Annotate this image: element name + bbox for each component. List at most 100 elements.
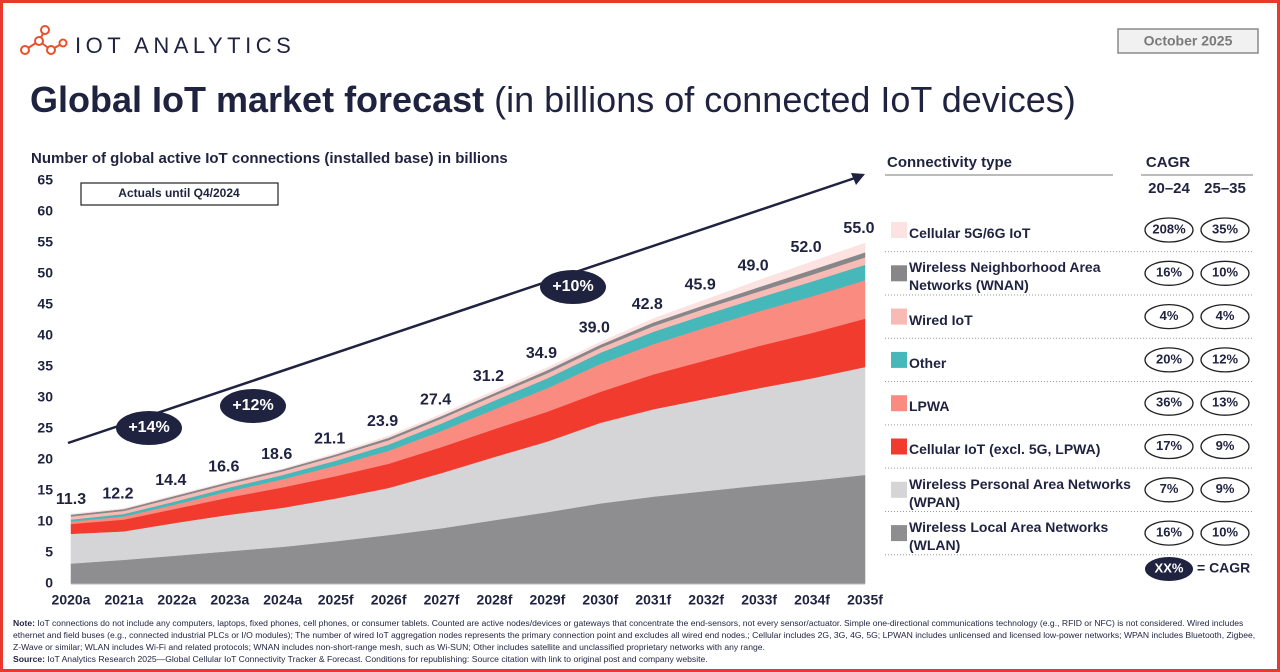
growth-label: +12% xyxy=(232,397,273,414)
cagr-pill xyxy=(1144,217,1194,243)
cagr-pill xyxy=(1144,520,1194,546)
x-tick-label: 2026f xyxy=(371,592,407,608)
x-tick-label: 2032f xyxy=(688,592,724,608)
cagr-value: 4% xyxy=(1216,308,1235,323)
cagr-value: 35% xyxy=(1212,221,1238,236)
total-label: 55.0 xyxy=(843,220,874,237)
footer: Note: IoT connections do not include any… xyxy=(13,617,1258,665)
x-tick-label: 2022a xyxy=(157,592,196,608)
cagr-value: 16% xyxy=(1156,265,1182,280)
y-tick-label: 65 xyxy=(37,172,53,188)
cagr-value: 9% xyxy=(1216,481,1235,496)
cagr-period: 20–24 xyxy=(1148,180,1190,197)
growth-badge xyxy=(116,411,182,445)
legend-swatch xyxy=(891,222,907,238)
cagr-pill xyxy=(1200,433,1250,460)
x-tick-label: 2023a xyxy=(210,592,249,608)
source-label: Source: xyxy=(13,654,45,664)
growth-badge xyxy=(540,270,606,304)
title-suffix: (in billions of connected IoT devices) xyxy=(494,79,1076,120)
legend-swatch xyxy=(891,438,907,455)
y-tick-label: 50 xyxy=(37,265,53,281)
total-label: 34.9 xyxy=(526,345,557,362)
total-label: 23.9 xyxy=(367,413,398,430)
growth-badge xyxy=(220,389,286,423)
cagr-period: 25–35 xyxy=(1204,180,1246,197)
date-box xyxy=(1117,28,1259,54)
cagr-pill xyxy=(1200,217,1250,243)
cagr-value: 17% xyxy=(1156,438,1182,453)
y-tick-label: 40 xyxy=(37,327,53,343)
x-tick-label: 2028f xyxy=(477,592,513,608)
y-tick-label: 35 xyxy=(37,358,53,374)
cagr-pill xyxy=(1200,260,1250,286)
x-tick-label: 2021a xyxy=(104,592,143,608)
note-label: Note: xyxy=(13,618,35,628)
note-text: IoT connections do not include any compu… xyxy=(13,618,1256,652)
legend-swatch xyxy=(891,525,907,542)
total-label: 18.6 xyxy=(261,446,292,463)
total-label: 45.9 xyxy=(685,277,716,294)
date: October 2025 xyxy=(1144,33,1233,49)
title: Global IoT market forecast (in billions … xyxy=(30,79,1076,121)
y-tick-label: 10 xyxy=(37,513,53,529)
cagr-pill xyxy=(1200,477,1250,503)
legend-label: Other xyxy=(909,354,947,371)
key-pill xyxy=(1145,557,1193,581)
y-tick-label: 25 xyxy=(37,420,53,436)
cagr-value: 10% xyxy=(1212,265,1238,280)
total-label: 21.1 xyxy=(314,430,345,447)
growth-label: +14% xyxy=(128,419,169,436)
legend-label: LPWA xyxy=(909,398,950,415)
y-tick-label: 55 xyxy=(37,234,53,250)
cagr-pill xyxy=(1200,390,1250,416)
cagr-title: CAGR xyxy=(1146,154,1190,171)
cagr-pill xyxy=(1144,260,1194,286)
x-tick-label: 2033f xyxy=(741,592,777,608)
y-tick-label: 60 xyxy=(37,203,53,219)
legend-swatch xyxy=(891,351,907,368)
x-tick-label: 2025f xyxy=(318,592,354,608)
logo-icon xyxy=(20,25,68,55)
total-label: 31.2 xyxy=(473,368,504,385)
total-label: 39.0 xyxy=(579,319,610,336)
cagr-pill xyxy=(1144,303,1194,330)
x-tick-label: 2034f xyxy=(794,592,830,608)
cagr-pill xyxy=(1200,347,1250,373)
cagr-pill xyxy=(1144,390,1194,416)
legend-label: Wireless Personal Area Networks (WPAN) xyxy=(909,475,1131,510)
key-text: = CAGR xyxy=(1197,560,1250,576)
x-tick-label: 2035f xyxy=(847,592,883,608)
cagr-value: 208% xyxy=(1152,221,1186,236)
cagr-pill xyxy=(1144,433,1194,460)
cagr-value: 13% xyxy=(1212,395,1238,410)
cagr-value: 4% xyxy=(1160,308,1179,323)
source: Source: IoT Analytics Research 2025—Glob… xyxy=(13,653,1258,665)
total-label: 11.3 xyxy=(56,491,86,508)
area xyxy=(70,242,866,515)
total-label: 42.8 xyxy=(632,296,663,313)
cagr-value: 10% xyxy=(1212,525,1238,540)
logo-text: IOT ANALYTICS xyxy=(75,33,296,58)
total-label: 52.0 xyxy=(790,239,821,256)
annotation: Actuals until Q4/2024 xyxy=(118,186,240,200)
total-label: 16.6 xyxy=(208,458,239,475)
y-tick-label: 5 xyxy=(45,544,53,560)
growth-label: +10% xyxy=(552,278,593,295)
legend-label: Cellular 5G/6G IoT xyxy=(909,224,1031,241)
legend-swatch xyxy=(891,308,907,325)
cagr-pill xyxy=(1200,520,1250,546)
legend-swatch xyxy=(891,265,907,282)
cagr-pill xyxy=(1144,347,1194,373)
x-tick-label: 2029f xyxy=(529,592,565,608)
y-tick-label: 15 xyxy=(37,482,53,498)
chart: October 2025 Number of global active IoT… xyxy=(20,25,1259,608)
y-tick-label: 30 xyxy=(37,389,53,405)
legend-label: Wireless Local Area Networks (WLAN) xyxy=(909,518,1109,554)
total-label: 27.4 xyxy=(420,391,451,408)
x-tick-label: 2027f xyxy=(424,592,460,608)
x-tick-label: 2024a xyxy=(263,592,302,608)
legend-label: Cellular IoT (excl. 5G, LPWA) xyxy=(909,441,1101,458)
trend-arrowhead xyxy=(851,173,865,185)
